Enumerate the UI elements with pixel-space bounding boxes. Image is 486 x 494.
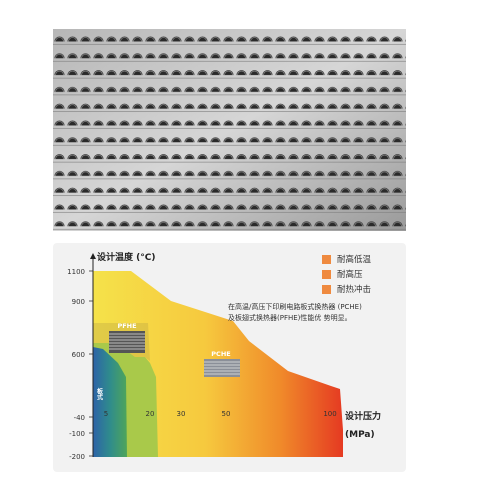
legend-swatch [322,284,331,294]
y-axis-title: 设计温度 (°C) [97,251,155,263]
plate-region [93,347,127,457]
x-axis-title: 设计压力 [345,410,381,422]
legend-label: 耐高低温 [337,255,372,265]
x-tick: 50 [222,410,231,418]
y-tick: 900 [72,298,85,306]
legend-item-2: 耐高压 [322,268,363,280]
perforated-plate-photo [53,29,406,231]
pfhe-block-icon [109,331,145,353]
x-tick: 100 [323,410,336,418]
legend-swatch [322,254,331,264]
y-tick: -40 [74,414,85,422]
chart-note-line-1: 在高温/高压下印刷电路板式换热器 (PCHE) [228,303,362,311]
chart-note-line-2: 及板翅式换热器(PFHE)性能优 势明显。 [228,314,352,322]
y-tick: 600 [72,351,85,359]
legend-label: 耐高压 [337,270,363,280]
y-tick: -200 [69,453,85,461]
pche-block-icon [204,359,240,377]
x-tick: 20 [146,410,155,418]
x-axis-unit: (MPa) [345,430,375,440]
x-tick: 5 [104,410,108,418]
legend-swatch [322,269,331,279]
pfhe-label: PFHE [117,322,136,330]
pressure-temperature-chart: 1100 900 600 -40 -100 -200 5 20 30 50 10… [67,251,381,461]
y-tick: -100 [69,430,85,438]
y-tick: 1100 [67,268,85,276]
plate-label: 板式 [96,387,103,401]
pche-label: PCHE [211,350,230,358]
legend-item-1: 耐高低温 [322,253,371,265]
legend-label: 耐热冲击 [337,285,372,295]
legend-item-3: 耐热冲击 [322,283,371,295]
x-tick: 30 [177,410,186,418]
